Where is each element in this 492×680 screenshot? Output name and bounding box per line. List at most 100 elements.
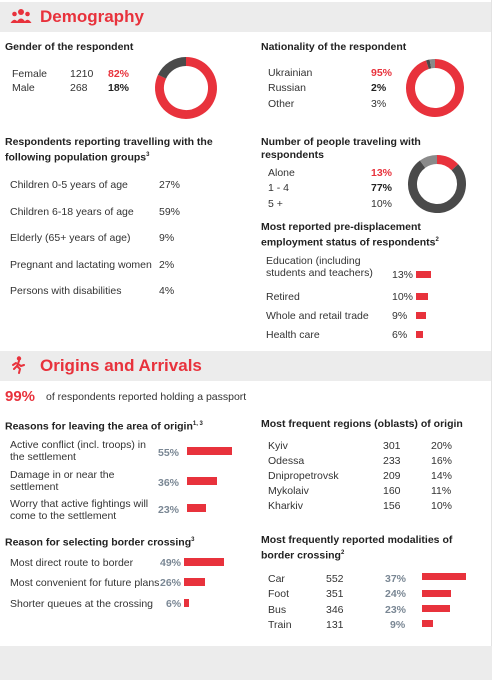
nationality-donut-chart: [406, 59, 464, 117]
groups-footnote: 3: [146, 152, 150, 158]
nationality-pct: 95%: [371, 67, 393, 79]
region-pct: 16%: [431, 455, 453, 467]
modality-name: Bus: [268, 604, 287, 616]
border-pct: 6%: [166, 598, 182, 610]
modality-count: 552: [326, 573, 344, 585]
reasons-pct: 36%: [158, 477, 180, 489]
modality-name: Train: [268, 619, 292, 631]
modality-bar: [422, 590, 451, 597]
border-label: Shorter queues at the crossing: [10, 598, 154, 610]
people-label: 5 +: [268, 198, 283, 210]
reasons-bar: [187, 477, 217, 485]
people-label: 1 - 4: [268, 182, 290, 194]
reasons-footnote: 1, 3: [192, 421, 203, 427]
modality-bar: [422, 620, 433, 627]
nationality-label: Ukrainian: [268, 67, 313, 79]
employment-label-line1: Education (including: [266, 255, 361, 267]
groups-label: Elderly (65+ years of age): [10, 232, 131, 244]
border-pct: 49%: [160, 557, 182, 569]
groups-pct: 2%: [159, 259, 175, 271]
reasons-bar: [187, 504, 206, 512]
reasons-label-line2: come to the settlement: [10, 510, 117, 522]
reasons-label-line2: the settlement: [10, 451, 76, 463]
groups-pct: 59%: [159, 206, 181, 218]
donut-slice: [408, 160, 466, 213]
border-bar: [184, 558, 225, 566]
donut-slice: [406, 59, 464, 117]
modality-bar: [422, 573, 467, 580]
modalities-footnote: 2: [340, 550, 345, 556]
employment-heading: Most reported pre-displacement employmen…: [261, 221, 439, 250]
people-heading: Number of people traveling with responde…: [261, 136, 421, 162]
reasons-label-line1: Worry that active fightings will: [10, 498, 149, 510]
groups-label: Children 0-5 years of age: [10, 179, 128, 191]
reasons-pct: 23%: [158, 504, 180, 516]
region-pct: 11%: [431, 485, 452, 497]
border-bar: [184, 599, 189, 607]
modalities-heading-line2: border crossing: [261, 549, 341, 562]
groups-label: Persons with disabilities: [10, 285, 122, 297]
modality-name: Car: [268, 573, 285, 585]
employment-label: Education (including students and teache…: [266, 255, 373, 279]
groups-heading: Respondents reporting travelling with th…: [5, 136, 213, 165]
reasons-label-line2: settlement: [10, 481, 59, 493]
employment-bar: [416, 271, 431, 278]
groups-pct: 4%: [159, 285, 175, 297]
modality-count: 346: [326, 604, 344, 616]
passport-pct: 99%: [5, 388, 36, 405]
people-donut-chart: [408, 155, 466, 213]
modalities-heading: Most frequently reported modalities of b…: [261, 534, 452, 563]
reasons-label-line1: Active conflict (incl. troops) in: [10, 439, 146, 451]
origins-title: Origins and Arrivals: [40, 356, 202, 375]
nationality-pct: 3%: [371, 98, 387, 110]
nationality-pct: 2%: [371, 82, 387, 94]
employment-label: Health care: [266, 329, 320, 341]
border-pct: 26%: [160, 577, 182, 589]
donut-slice: [426, 59, 432, 69]
groups-heading-line2: following population groups: [5, 151, 147, 164]
reasons-label: Damage in or near the settlement: [10, 469, 114, 493]
modality-bar: [422, 605, 450, 612]
employment-pct: 10%: [392, 291, 414, 303]
gender-pct: 82%: [108, 68, 130, 80]
modality-name: Foot: [268, 588, 290, 600]
groups-label: Pregnant and lactating women: [10, 259, 152, 271]
modality-pct: 23%: [385, 604, 407, 616]
border-label: Most convenient for future plans: [10, 577, 160, 589]
border-label: Most direct route to border: [10, 557, 134, 569]
gender-heading: Gender of the respondent: [5, 41, 134, 53]
region-count: 233: [383, 455, 401, 467]
gender-label: Male: [12, 82, 35, 94]
border-bar: [184, 578, 206, 586]
reasons-bar: [187, 447, 233, 455]
region-count: 301: [383, 440, 401, 452]
groups-pct: 27%: [159, 179, 181, 191]
gender-count: 1210: [70, 68, 94, 80]
origins-band: [0, 351, 492, 381]
employment-bar: [416, 293, 428, 300]
modality-count: 131: [326, 619, 344, 631]
demography-title: Demography: [40, 7, 144, 26]
region-count: 160: [383, 485, 401, 497]
demography-band: [0, 2, 492, 32]
nationality-label: Russian: [268, 82, 306, 94]
reasons-heading-text: Reasons for leaving the area of origin: [5, 420, 193, 433]
donut-slice: [436, 155, 459, 171]
employment-pct: 6%: [392, 329, 408, 341]
border-heading: Reason for selecting border crossing3: [5, 534, 194, 550]
reasons-pct: 55%: [158, 447, 180, 459]
employment-label: Whole and retail trade: [266, 310, 369, 322]
donut-slice: [157, 57, 187, 79]
people-pct: 10%: [371, 198, 393, 210]
region-name: Odessa: [268, 455, 305, 467]
modalities-heading-line1: Most frequently reported modalities of: [261, 534, 453, 546]
employment-label: Retired: [266, 291, 300, 303]
groups-label: Children 6-18 years of age: [10, 206, 134, 218]
region-pct: 20%: [431, 440, 453, 452]
employment-footnote: 2: [435, 237, 439, 243]
groups-heading-line1: Respondents reporting travelling with th…: [5, 136, 213, 148]
gender-pct: 18%: [108, 82, 130, 94]
region-name: Mykolaiv: [268, 485, 309, 497]
region-count: 156: [383, 500, 401, 512]
gender-count: 268: [70, 82, 88, 94]
